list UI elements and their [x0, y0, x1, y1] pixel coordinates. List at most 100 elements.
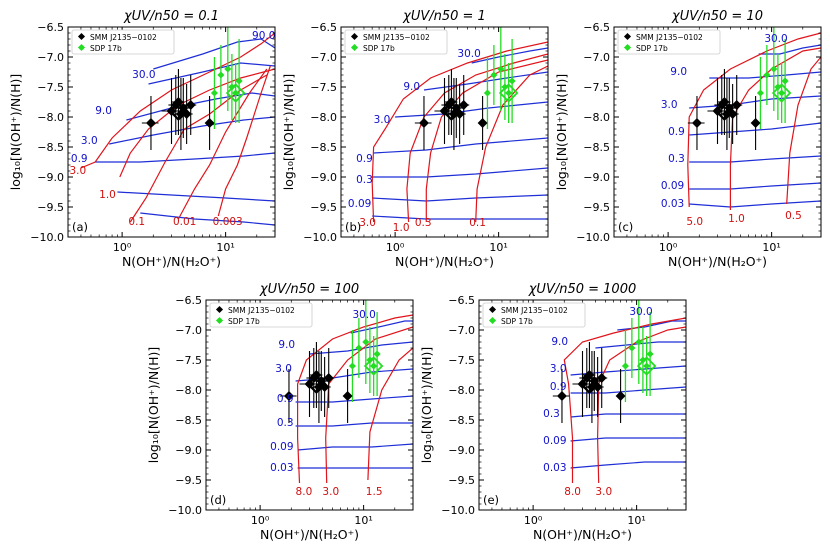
- red-curve-0: [563, 317, 686, 483]
- legend-smm-marker: [488, 305, 497, 314]
- blue-curve-label: 3.0: [374, 114, 391, 126]
- sdp-point: [373, 350, 381, 358]
- smm-point: [577, 379, 588, 389]
- legend-sdp-marker: [488, 316, 497, 325]
- panel-letter: (a): [72, 220, 88, 234]
- panel-a: 90.030.09.03.00.93.01.00.1 0.01 0.003−10.0…: [8, 9, 276, 269]
- smm-point: [185, 100, 196, 110]
- sdp-point: [635, 338, 643, 346]
- smm-point: [323, 373, 334, 383]
- y-tick-label: −7.0: [583, 51, 610, 64]
- y-tick-label: −8.5: [37, 141, 64, 154]
- legend-box: [209, 302, 313, 328]
- red-curve-2: [786, 56, 821, 205]
- blue-curve-label: 0.9: [550, 381, 567, 393]
- panel-letter: (c): [618, 220, 633, 234]
- y-tick-label: −8.0: [583, 111, 610, 124]
- plot-area: [279, 300, 413, 484]
- red-curve-4: [217, 65, 271, 217]
- sdp-point: [770, 65, 778, 73]
- sdp-point: [217, 71, 225, 79]
- smm-point: [615, 391, 626, 401]
- legend: SMM J2135−0102 SDP 17b: [71, 29, 175, 55]
- blue-curve-1: [595, 341, 686, 349]
- red-curve-label: 0.1: [128, 216, 145, 228]
- x-tick-label: 10¹: [354, 514, 372, 527]
- smm-point: [712, 106, 723, 116]
- y-tick-label: −7.0: [175, 324, 202, 337]
- red-curve-label: 5.0: [686, 216, 703, 228]
- sdp-point: [781, 77, 789, 85]
- blue-curve-label: 9.0: [95, 105, 112, 117]
- red-curve-label: 3.0: [69, 165, 86, 177]
- red-curve-label: 8.0: [296, 486, 313, 498]
- red-curve-label: 3.0: [322, 486, 339, 498]
- blue-curve-5: [570, 437, 686, 442]
- blue-curve-label: 0.3: [356, 174, 373, 186]
- red-curve-label: 0.5: [785, 210, 802, 222]
- blue-curve-label: 3.0: [81, 135, 98, 147]
- y-tick-label: −9.0: [310, 171, 337, 184]
- blue-curve-3: [109, 116, 275, 145]
- panel-c: 30.0 9.0 3.0 0.9 0.3 0.09 0.035.0 1.0 0.5 −10.0 −9…: [554, 9, 822, 269]
- x-axis-label: N(OH⁺)/N(H₂O⁺): [260, 527, 359, 542]
- smm-mean-point: [306, 373, 327, 395]
- legend-smm-marker: [215, 305, 224, 314]
- y-tick-label: −7.5: [583, 81, 610, 94]
- smm-point: [477, 118, 488, 128]
- sdp-point: [224, 65, 232, 73]
- y-tick-label: −8.0: [448, 384, 475, 397]
- blue-curve-4: [372, 167, 548, 178]
- blue-curve-5: [117, 191, 275, 202]
- blue-curve-6: [689, 200, 821, 208]
- y-tick-label: −9.5: [37, 201, 64, 214]
- legend-smm-marker: [350, 32, 359, 41]
- panel-title: χUV/n50 = 100: [259, 282, 359, 297]
- sdp-mean-point: [363, 356, 384, 376]
- y-axis-label: log₁₀[N(OH⁺)/N(H)]: [419, 347, 434, 464]
- y-tick-label: −7.0: [37, 51, 64, 64]
- y-tick-label: −9.5: [310, 201, 337, 214]
- sdp-mean-point: [225, 83, 246, 103]
- blue-curve-label: 0.09: [661, 180, 684, 192]
- legend-sdp-label: SDP 17b: [636, 44, 668, 53]
- blue-curve-0: [471, 47, 548, 64]
- red-curve-1: [406, 53, 548, 223]
- sdp-point: [778, 89, 786, 97]
- smm-point: [731, 100, 742, 110]
- legend-sdp-label: SDP 17b: [363, 44, 395, 53]
- blue-curve-label: 3.0: [661, 99, 678, 111]
- blue-curve-label: 0.3: [668, 153, 685, 165]
- sdp-point: [628, 344, 636, 352]
- blue-curve-label: 0.3: [543, 408, 560, 420]
- sdp-point: [646, 350, 654, 358]
- x-tick-label: 10⁰: [659, 241, 678, 254]
- red-curve-label: 0.003: [213, 216, 243, 228]
- panel-title: χUV/n50 = 0.1: [123, 9, 219, 24]
- blue-curve-2: [126, 92, 275, 121]
- blue-curve-label: 0.03: [543, 462, 566, 474]
- legend-smm-label: SMM J2135−0102: [363, 33, 430, 42]
- plot-area: [552, 300, 686, 484]
- red-curve-label: 1.0: [393, 222, 410, 234]
- x-axis-label: N(OH⁺)/N(H₂O⁺): [533, 527, 632, 542]
- smm-mean-point: [714, 100, 735, 122]
- sdp-point: [370, 362, 378, 370]
- y-tick-label: −6.5: [175, 294, 202, 307]
- smm-mean-point: [579, 373, 600, 395]
- sdp-point: [643, 362, 651, 370]
- blue-curve-3: [689, 122, 821, 136]
- y-tick-label: −7.5: [175, 354, 202, 367]
- sdp-point: [348, 362, 356, 370]
- blue-curve-label: 9.0: [670, 66, 687, 78]
- y-tick-label: −8.0: [37, 111, 64, 124]
- blue-curve-label: 3.0: [275, 363, 292, 375]
- sdp-point: [355, 344, 363, 352]
- legend-sdp-marker: [215, 316, 224, 325]
- legend-box: [344, 29, 448, 55]
- y-tick-label: −8.5: [310, 141, 337, 154]
- red-curve-1: [325, 326, 413, 484]
- y-tick-label: −6.5: [448, 294, 475, 307]
- blue-curve-label: 0.9: [356, 153, 373, 165]
- smm-mean-point: [441, 100, 462, 122]
